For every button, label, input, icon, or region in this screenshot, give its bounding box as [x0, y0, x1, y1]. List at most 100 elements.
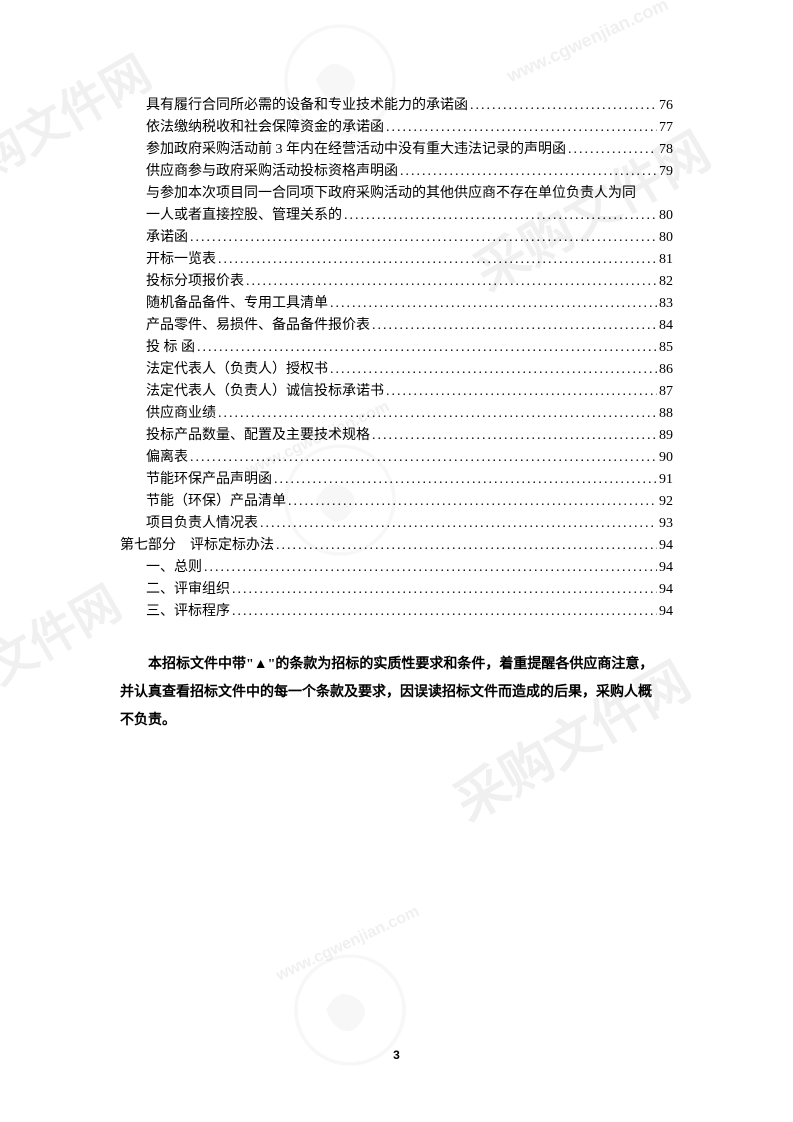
toc-page-number: 94 — [659, 557, 673, 579]
toc-item: 开标一览表...................................… — [120, 249, 673, 271]
toc-item: 法定代表人（负责人）授权书...........................… — [120, 359, 673, 381]
toc-title: 开标一览表 — [146, 249, 216, 271]
toc-page-number: 78 — [659, 139, 673, 161]
toc-dots: ........................................… — [274, 469, 657, 491]
toc-dots: ........................................… — [372, 315, 657, 337]
toc-dots: ........................................… — [288, 491, 657, 513]
toc-page-number: 88 — [659, 403, 673, 425]
toc-page-number: 81 — [659, 249, 673, 271]
toc-item: 偏离表.....................................… — [120, 447, 673, 469]
toc-item-wrapped: 与参加本次项目同一合同项下政府采购活动的其他供应商不存在单位负责人为同一人或者直… — [120, 183, 673, 227]
toc-dots: ........................................… — [218, 249, 657, 271]
toc-dots: ........................................… — [190, 447, 657, 469]
toc-item: 投标产品数量、配置及主要技术规格........................… — [120, 425, 673, 447]
toc-item: 投 标 函...................................… — [120, 337, 673, 359]
toc-item-continuation: 一人或者直接控股、管理关系的..........................… — [146, 205, 673, 227]
toc-item: 一、总则....................................… — [120, 557, 673, 579]
toc-item: 承诺函.....................................… — [120, 227, 673, 249]
toc-page-number: 86 — [659, 359, 673, 381]
toc-title: 投 标 函 — [146, 337, 195, 359]
toc-dots: ........................................… — [330, 359, 657, 381]
toc-item: 依法缴纳税收和社会保障资金的承诺函.......................… — [120, 117, 673, 139]
toc-dots: ........................................… — [218, 403, 657, 425]
toc-page-number: 84 — [659, 315, 673, 337]
toc-title: 与参加本次项目同一合同项下政府采购活动的其他供应商不存在单位负责人为同 — [146, 183, 673, 205]
toc-item: 法定代表人（负责人）诚信投标承诺书.......................… — [120, 381, 673, 403]
watermark-url: www.cgwenjian.com — [273, 903, 422, 985]
toc-title: 第七部分 评标定标办法 — [120, 535, 274, 557]
toc-dots: ........................................… — [232, 579, 657, 601]
toc-title: 项目负责人情况表 — [146, 513, 258, 535]
toc-dots: ........................................… — [260, 513, 657, 535]
toc-dots: ........................................… — [470, 95, 657, 117]
toc-title: 节能环保产品声明函 — [146, 469, 272, 491]
toc-page-number: 87 — [659, 381, 673, 403]
toc-item: 二、评审组织..................................… — [120, 579, 673, 601]
toc-page-number: 90 — [659, 447, 673, 469]
toc-dots: ........................................… — [197, 337, 657, 359]
toc-title: 三、评标程序 — [146, 601, 230, 623]
toc-page-number: 92 — [659, 491, 673, 513]
toc-page-number: 82 — [659, 271, 673, 293]
toc-page-number: 94 — [659, 601, 673, 623]
toc-item: 参加政府采购活动前 3 年内在经营活动中没有重大违法记录的声明函........… — [120, 139, 673, 161]
toc-item: 随机备品备件、专用工具清单...........................… — [120, 293, 673, 315]
toc-title: 承诺函 — [146, 227, 188, 249]
toc-title: 产品零件、易损件、备品备件报价表 — [146, 315, 370, 337]
toc-dots: ........................................… — [246, 271, 657, 293]
toc-title: 一人或者直接控股、管理关系的 — [146, 205, 342, 227]
toc-item: 产品零件、易损件、备品备件报价表........................… — [120, 315, 673, 337]
toc-title: 投标分项报价表 — [146, 271, 244, 293]
toc-dots: ........................................… — [400, 161, 657, 183]
toc-title: 二、评审组织 — [146, 579, 230, 601]
note-line-2: 并认真查看招标文件中的每一个条款及要求，因误读招标文件而造成的后果，采购人概 — [120, 679, 673, 707]
page-content: 具有履行合同所必需的设备和专业技术能力的承诺函.................… — [0, 0, 793, 735]
toc-item: 三、评标程序..................................… — [120, 601, 673, 623]
important-note: 本招标文件中带"▲"的条款为招标的实质性要求和条件，着重提醒各供应商注意， 并认… — [120, 651, 673, 735]
toc-title: 节能（环保）产品清单 — [146, 491, 286, 513]
toc-dots: ........................................… — [568, 139, 657, 161]
toc-dots: ........................................… — [276, 535, 657, 557]
toc-item: 投标分项报价表.................................… — [120, 271, 673, 293]
toc-dots: ........................................… — [330, 293, 657, 315]
toc-title: 偏离表 — [146, 447, 188, 469]
toc-page-number: 85 — [659, 337, 673, 359]
toc-title: 供应商业绩 — [146, 403, 216, 425]
toc-page-number: 91 — [659, 469, 673, 491]
table-of-contents: 具有履行合同所必需的设备和专业技术能力的承诺函.................… — [120, 95, 673, 623]
toc-item: 节能（环保）产品清单..............................… — [120, 491, 673, 513]
toc-title: 供应商参与政府采购活动投标资格声明函 — [146, 161, 398, 183]
toc-page-number: 93 — [659, 513, 673, 535]
toc-page-number: 80 — [659, 205, 673, 227]
toc-page-number: 77 — [659, 117, 673, 139]
page-number: 3 — [0, 1048, 793, 1062]
toc-dots: ........................................… — [204, 557, 657, 579]
toc-title: 一、总则 — [146, 557, 202, 579]
toc-title: 法定代表人（负责人）授权书 — [146, 359, 328, 381]
toc-dots: ........................................… — [190, 227, 657, 249]
toc-dots: ........................................… — [386, 117, 657, 139]
toc-item: 供应商参与政府采购活动投标资格声明函......................… — [120, 161, 673, 183]
toc-page-number: 79 — [659, 161, 673, 183]
toc-title: 依法缴纳税收和社会保障资金的承诺函 — [146, 117, 384, 139]
toc-item: 具有履行合同所必需的设备和专业技术能力的承诺函.................… — [120, 95, 673, 117]
note-line-3: 不负责。 — [120, 707, 673, 735]
toc-dots: ........................................… — [372, 425, 657, 447]
note-line-1: 本招标文件中带"▲"的条款为招标的实质性要求和条件，着重提醒各供应商注意， — [120, 651, 673, 679]
toc-page-number: 80 — [659, 227, 673, 249]
toc-dots: ........................................… — [232, 601, 657, 623]
toc-item: 节能环保产品声明函...............................… — [120, 469, 673, 491]
toc-item: 项目负责人情况表................................… — [120, 513, 673, 535]
toc-dots: ........................................… — [344, 205, 657, 227]
toc-title: 法定代表人（负责人）诚信投标承诺书 — [146, 381, 384, 403]
toc-page-number: 94 — [659, 579, 673, 601]
toc-item: 供应商业绩...................................… — [120, 403, 673, 425]
toc-page-number: 94 — [659, 535, 673, 557]
toc-title: 具有履行合同所必需的设备和专业技术能力的承诺函 — [146, 95, 468, 117]
toc-page-number: 76 — [659, 95, 673, 117]
toc-title: 随机备品备件、专用工具清单 — [146, 293, 328, 315]
toc-title: 投标产品数量、配置及主要技术规格 — [146, 425, 370, 447]
toc-page-number: 89 — [659, 425, 673, 447]
toc-title: 参加政府采购活动前 3 年内在经营活动中没有重大违法记录的声明函 — [146, 139, 566, 161]
toc-dots: ........................................… — [386, 381, 657, 403]
